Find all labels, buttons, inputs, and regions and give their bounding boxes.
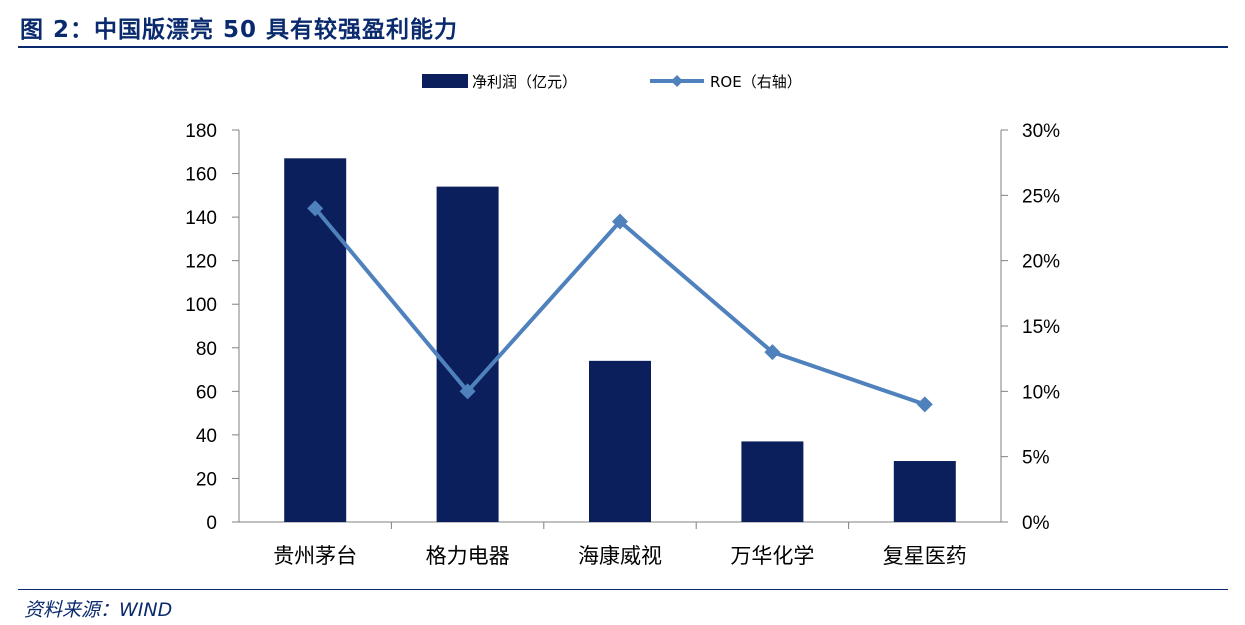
right-tick-label: 30% <box>1022 121 1060 142</box>
bar-net-profit <box>741 441 804 522</box>
category-label: 格力电器 <box>426 544 510 568</box>
bar-net-profit <box>589 360 651 522</box>
category-label: 复星医药 <box>883 544 967 568</box>
bar-net-profit <box>436 186 499 522</box>
axes: 0 20 40 60 80 100 120 140 160 180 0% 5% 10% 15% 20% 25%… <box>185 121 1060 568</box>
left-tick-label: 60 <box>196 382 217 403</box>
roe-point <box>459 383 476 400</box>
figure-title: 图 2：中国版漂亮 50 具有较强盈利能力 <box>20 17 459 43</box>
left-tick-label: 20 <box>196 469 217 490</box>
left-tick-label: 0 <box>206 513 217 534</box>
right-tick-label: 25% <box>1022 186 1060 207</box>
category-label: 贵州茅台 <box>273 544 357 568</box>
left-tick-label: 120 <box>185 252 217 273</box>
right-tick-label: 5% <box>1022 448 1050 469</box>
legend-swatch-roe-marker <box>671 75 683 87</box>
bars <box>284 158 956 523</box>
source-rule <box>18 589 1228 590</box>
legend-label-net-profit: 净利润（亿元） <box>472 73 577 91</box>
left-tick-label: 180 <box>185 121 217 142</box>
left-tick-label: 40 <box>196 426 217 447</box>
roe-line <box>307 200 933 413</box>
right-tick-label: 10% <box>1022 382 1060 403</box>
roe-point <box>764 344 781 361</box>
title-rule <box>18 46 1228 48</box>
legend-swatch-net-profit <box>422 74 468 88</box>
source-note: 资料来源：WIND <box>24 599 173 621</box>
right-tick-label: 15% <box>1022 317 1060 338</box>
roe-point <box>307 200 324 217</box>
left-tick-label: 160 <box>185 165 217 186</box>
category-label: 海康威视 <box>578 544 662 568</box>
legend: 净利润（亿元） ROE（右轴） <box>422 73 802 91</box>
left-tick-label: 140 <box>185 208 217 229</box>
legend-label-roe: ROE（右轴） <box>710 73 802 91</box>
roe-point <box>612 213 628 230</box>
right-tick-label: 20% <box>1022 252 1060 273</box>
left-tick-label: 100 <box>185 295 217 316</box>
left-tick-label: 80 <box>196 339 217 360</box>
right-tick-label: 0% <box>1022 513 1050 534</box>
bar-net-profit <box>284 158 347 523</box>
roe-point <box>916 396 933 413</box>
category-label: 万华化学 <box>730 544 814 568</box>
bar-net-profit <box>893 461 956 522</box>
